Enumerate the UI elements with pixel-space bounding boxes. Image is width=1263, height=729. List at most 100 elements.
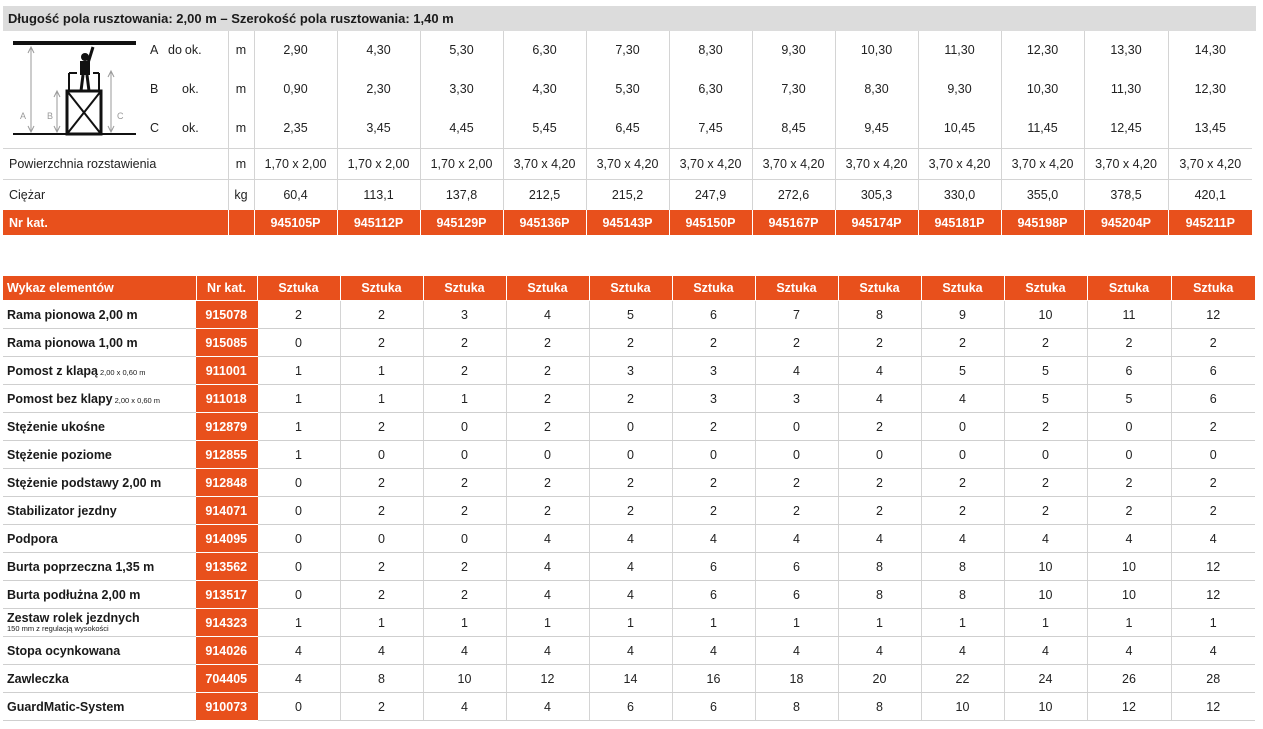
dimension-value: 12,45 <box>1084 108 1169 149</box>
element-quantity: 4 <box>506 552 590 581</box>
element-quantity: 2 <box>257 300 341 329</box>
element-quantity: 2 <box>838 328 922 357</box>
element-quantity: 2 <box>755 496 839 525</box>
element-quantity: 3 <box>672 384 756 413</box>
weight-row-value: 113,1 <box>337 179 421 210</box>
dimension-letter: B <box>150 82 159 97</box>
dimension-value: 8,30 <box>669 31 753 70</box>
element-quantity: 2 <box>672 496 756 525</box>
element-quantity: 16 <box>672 664 756 693</box>
svg-text:B: B <box>47 111 53 121</box>
element-name-cell: Rama pionowa 2,00 m <box>3 300 196 329</box>
scaffold-illustration: A B C <box>13 41 136 136</box>
element-quantity: 5 <box>1004 384 1088 413</box>
table-row: Stężenie podstawy 2,00 m 912848 0 2 2 2 2 2 2 2 2 2… <box>3 468 1255 497</box>
dimension-value: 13,45 <box>1194 121 1226 136</box>
element-name: Podpora <box>7 531 58 546</box>
element-quantity: 3 <box>589 356 673 385</box>
dimension-value: 13,30 <box>1084 31 1169 70</box>
table-row: Zestaw rolek jezdnych 150 mm z regulacją … <box>3 608 1255 637</box>
element-quantity: 2 <box>506 496 590 525</box>
element-quantity: 10 <box>1087 580 1172 609</box>
element-quantity: 5 <box>1004 356 1088 385</box>
element-quantity: 2 <box>506 328 590 357</box>
element-name: Pomost z klapą <box>7 363 98 378</box>
element-quantity: 0 <box>1171 440 1255 469</box>
element-quantity: 4 <box>672 524 756 553</box>
area-row-value: 3,70 x 4,20 <box>586 148 670 180</box>
area-row-value: 3,70 x 4,20 <box>752 148 836 180</box>
element-quantity: 2 <box>340 328 424 357</box>
area-row-value: 3,70 x 4,20 <box>669 148 753 180</box>
element-quantity: 0 <box>838 440 922 469</box>
element-quantity: 4 <box>755 636 839 665</box>
element-name: Zawleczka <box>7 671 69 686</box>
element-catalog-number: 704405 <box>196 664 258 693</box>
element-quantity: 2 <box>1171 468 1255 497</box>
element-quantity: 10 <box>423 664 507 693</box>
element-quantity: 1 <box>1087 608 1172 637</box>
element-catalog-number: 915085 <box>196 328 258 357</box>
element-quantity: 26 <box>1087 664 1172 693</box>
elements-header-unit: Sztuka <box>1004 276 1088 301</box>
area-row-value: 3,70 x 4,20 <box>1168 148 1252 180</box>
element-quantity: 4 <box>921 636 1005 665</box>
element-quantity: 4 <box>921 524 1005 553</box>
element-quantity: 0 <box>755 440 839 469</box>
element-quantity: 2 <box>423 468 507 497</box>
element-name-cell: Rama pionowa 1,00 m <box>3 328 196 357</box>
element-catalog-number: 911018 <box>196 384 258 413</box>
element-quantity: 8 <box>838 300 922 329</box>
table-row: Stopa ocynkowana 914026 4 4 4 4 4 4 4 4 4 4 4 4 <box>3 636 1255 665</box>
element-quantity: 2 <box>340 468 424 497</box>
element-quantity: 2 <box>921 468 1005 497</box>
element-name: Stabilizator jezdny <box>7 503 117 518</box>
catalog-row: Nr kat. 945105P 945112P 945129P 945136P 94514… <box>3 210 1252 235</box>
table-row: Burta podłużna 2,00 m 913517 0 2 2 4 4 6 6 8 8 10 10… <box>3 580 1255 609</box>
element-quantity: 1 <box>257 384 341 413</box>
element-subtitle: 150 mm z regulacją wysokości <box>7 624 109 633</box>
dimension-value: 7,30 <box>752 69 836 109</box>
element-quantity: 8 <box>838 580 922 609</box>
element-quantity: 2 <box>340 412 424 441</box>
element-quantity: 6 <box>672 692 756 721</box>
weight-row: Ciężar kg 60,4 113,1 137,8 212,5 215,2 247,9 272… <box>3 179 1252 210</box>
table-row: Stężenie poziome 912855 1 0 0 0 0 0 0 0 0 0 0 0 <box>3 440 1255 469</box>
catalog-row-value: 945181P <box>918 210 1002 235</box>
dimension-value: 7,45 <box>669 108 753 149</box>
element-quantity: 0 <box>257 580 341 609</box>
element-quantity: 10 <box>1004 300 1088 329</box>
element-quantity: 2 <box>340 692 424 721</box>
dimension-letter: C <box>150 121 160 136</box>
element-quantity: 2 <box>1004 468 1088 497</box>
element-quantity: 1 <box>672 608 756 637</box>
element-name: Stężenie podstawy 2,00 m <box>7 475 162 490</box>
element-catalog-number: 914095 <box>196 524 258 553</box>
element-quantity: 12 <box>1171 692 1255 721</box>
element-name: Rama pionowa 1,00 m <box>7 335 138 350</box>
element-quantity: 2 <box>1087 468 1172 497</box>
element-quantity: 4 <box>589 636 673 665</box>
element-quantity: 1 <box>340 608 424 637</box>
element-quantity: 1 <box>257 356 341 385</box>
element-quantity: 4 <box>755 356 839 385</box>
element-quantity: 5 <box>1087 384 1172 413</box>
element-quantity: 4 <box>1087 524 1172 553</box>
area-row-value: 3,70 x 4,20 <box>918 148 1002 180</box>
element-quantity: 2 <box>1004 496 1088 525</box>
weight-row-value: 330,0 <box>918 179 1002 210</box>
element-name-cell: Burta poprzeczna 1,35 m <box>3 552 196 581</box>
element-quantity: 1 <box>423 608 507 637</box>
dimension-value: 6,30 <box>669 69 753 109</box>
element-name: Stężenie ukośne <box>7 419 105 434</box>
element-catalog-number: 914323 <box>196 608 258 637</box>
area-row-value: 3,70 x 4,20 <box>1084 148 1169 180</box>
element-name-cell: Podpora <box>3 524 196 553</box>
element-quantity: 4 <box>506 580 590 609</box>
dimension-value: 10,45 <box>918 108 1002 149</box>
element-quantity: 4 <box>1171 524 1255 553</box>
dimension-value: 5,45 <box>503 108 587 149</box>
